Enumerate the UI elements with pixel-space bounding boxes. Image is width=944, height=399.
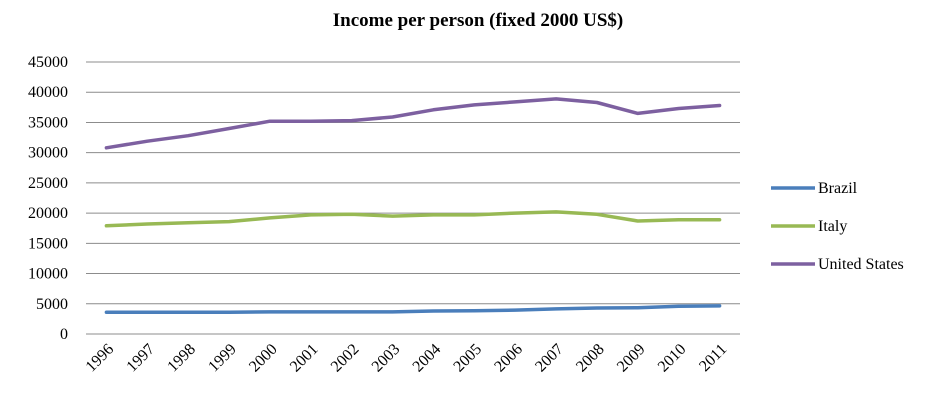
series-line-united-states [104, 97, 722, 150]
x-axis-ticks: 1996 1997 1998 1999 2000 2001 2002 2003 2004 2005… [83, 341, 731, 376]
y-tick-label: 5000 [36, 296, 68, 313]
y-tick-label: 40000 [28, 84, 68, 101]
grid-lines [86, 61, 740, 335]
legend-label-brazil: Brazil [818, 180, 858, 197]
x-tick-label: 2008 [573, 341, 608, 376]
y-tick-label: 20000 [28, 205, 68, 222]
x-tick-label: 2006 [491, 341, 526, 376]
x-tick-label: 1999 [205, 341, 240, 376]
x-tick-label: 2009 [614, 341, 649, 376]
y-tick-label: 10000 [28, 266, 68, 283]
y-axis-ticks: 45000 40000 35000 30000 25000 20000 15000 10000… [28, 54, 68, 343]
y-tick-label: 30000 [28, 145, 68, 162]
legend-label-italy: Italy [818, 218, 847, 235]
x-tick-label: 2000 [246, 341, 281, 376]
x-tick-label: 1996 [83, 341, 118, 376]
y-tick-label: 25000 [28, 175, 68, 192]
x-tick-label: 1997 [123, 341, 158, 376]
x-tick-label: 2011 [696, 341, 730, 375]
x-tick-label: 2002 [328, 341, 363, 376]
legend-label-united-states: United States [818, 256, 904, 273]
x-tick-label: 1998 [164, 341, 199, 376]
x-tick-label: 2001 [287, 341, 322, 376]
y-tick-label: 45000 [28, 54, 68, 71]
series-line-brazil [104, 304, 722, 314]
y-tick-label: 15000 [28, 235, 68, 252]
x-tick-label: 2005 [450, 341, 485, 376]
x-tick-label: 2007 [532, 341, 567, 376]
x-tick-label: 2003 [369, 341, 404, 376]
legend: Brazil Italy United States [771, 180, 904, 273]
series-lines [104, 97, 722, 314]
y-tick-label: 0 [60, 326, 68, 343]
chart-title: Income per person (fixed 2000 US$) [333, 10, 623, 31]
x-tick-label: 2004 [410, 341, 445, 376]
y-tick-label: 35000 [28, 114, 68, 131]
x-tick-label: 2010 [655, 341, 690, 376]
series-line-italy [104, 210, 722, 228]
